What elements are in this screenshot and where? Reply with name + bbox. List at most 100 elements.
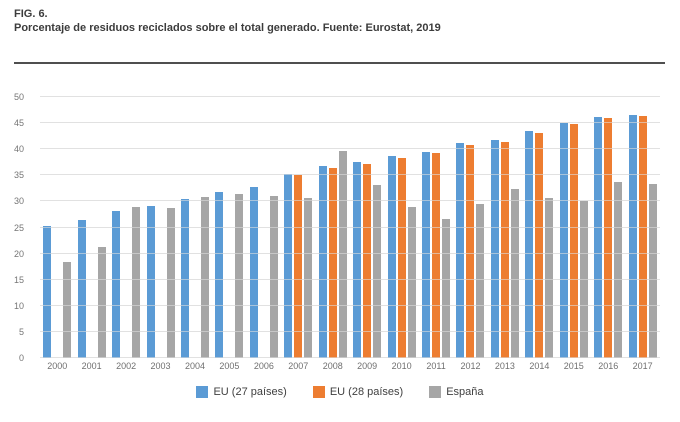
bar-eu27-2001[interactable]	[77, 220, 86, 358]
legend-item-eu28: EU (28 países)	[312, 386, 403, 398]
bar-group-2011	[419, 97, 453, 358]
bar-eu28-2007[interactable]	[294, 175, 303, 358]
x-axis-tick-label: 2004	[184, 361, 205, 371]
title-separator	[14, 62, 665, 64]
bar-slot	[604, 97, 613, 358]
bar-espana-2004[interactable]	[200, 197, 209, 358]
bar-espana-2005[interactable]	[235, 194, 244, 358]
bar-slot	[648, 97, 657, 358]
bar-espana-2009[interactable]	[373, 184, 382, 358]
bar-slot	[132, 97, 141, 358]
bar-eu27-2011[interactable]	[422, 151, 431, 358]
bar-eu27-2000[interactable]	[43, 226, 52, 358]
bar-espana-2014[interactable]	[545, 197, 554, 358]
bar-eu27-2012[interactable]	[456, 143, 465, 358]
bar-slot	[180, 97, 189, 358]
bar-slot	[628, 97, 637, 358]
x-axis-tick-label: 2011	[426, 361, 446, 371]
bar-eu27-2006[interactable]	[249, 186, 258, 358]
bar-slot	[146, 97, 155, 358]
bar-eu28-2009[interactable]	[363, 163, 372, 358]
bar-espana-2007[interactable]	[304, 197, 313, 358]
plot-area	[40, 96, 660, 358]
bar-slot	[373, 97, 382, 358]
bar-eu27-2014[interactable]	[525, 130, 534, 358]
x-axis-tick-label: 2014	[529, 361, 550, 371]
y-axis: 0 5 10 15 20 25 30 35 40 45 50	[0, 92, 30, 363]
bar-espana-2006[interactable]	[269, 195, 278, 358]
bar-espana-2012[interactable]	[476, 204, 485, 358]
bar-espana-2003[interactable]	[166, 208, 175, 358]
bar-slot	[456, 97, 465, 358]
bar-eu28-2017[interactable]	[638, 116, 647, 358]
bar-eu28-2012[interactable]	[466, 144, 475, 358]
bar-slot	[269, 97, 278, 358]
bar-slot	[638, 97, 647, 358]
x-axis-tick-label: 2002	[116, 361, 137, 371]
bar-groups	[40, 97, 660, 358]
bar-eu27-2016[interactable]	[594, 117, 603, 358]
x-axis-tick-label: 2000	[47, 361, 68, 371]
x-axis-tick-label: 2012	[460, 361, 481, 371]
bar-eu27-2009[interactable]	[353, 162, 362, 358]
bar-espana-2010[interactable]	[407, 206, 416, 358]
bar-eu28-2015[interactable]	[569, 124, 578, 358]
bar-group-2001	[74, 97, 108, 358]
legend: EU (27 países) EU (28 países) España	[0, 386, 680, 398]
bar-group-2003	[143, 97, 177, 358]
x-axis-tick-label: 2003	[150, 361, 171, 371]
bar-group-2000	[40, 97, 74, 358]
bar-eu27-2010[interactable]	[387, 156, 396, 358]
empty-bar-slot	[53, 97, 61, 358]
bar-eu28-2013[interactable]	[500, 141, 509, 358]
bar-espana-2008[interactable]	[338, 150, 347, 358]
figure-title: Porcentaje de residuos reciclados sobre …	[14, 22, 441, 34]
bar-slot	[490, 97, 499, 358]
x-axis-tick-label: 2016	[598, 361, 619, 371]
bar-espana-2011[interactable]	[442, 218, 451, 358]
bar-espana-2001[interactable]	[97, 246, 106, 358]
bar-slot	[579, 97, 588, 358]
bar-eu28-2010[interactable]	[397, 157, 406, 358]
y-axis-tick-label: 15	[13, 274, 24, 285]
y-axis-tick-label: 5	[18, 326, 24, 337]
bar-eu27-2002[interactable]	[112, 210, 121, 358]
bar-group-2010	[384, 97, 418, 358]
bar-eu28-2008[interactable]	[328, 168, 337, 358]
bar-espana-2017[interactable]	[648, 183, 657, 358]
y-axis-tick-label: 0	[18, 353, 24, 363]
bar-eu27-2008[interactable]	[318, 166, 327, 358]
bar-espana-2000[interactable]	[63, 262, 72, 358]
bar-slot	[318, 97, 327, 358]
bar-eu27-2013[interactable]	[490, 140, 499, 358]
x-axis-tick-label: 2007	[288, 361, 309, 371]
empty-bar-slot	[191, 97, 199, 358]
bar-eu28-2011[interactable]	[432, 152, 441, 358]
bar-slot	[353, 97, 362, 358]
bar-eu28-2016[interactable]	[604, 118, 613, 358]
bar-group-2009	[350, 97, 384, 358]
bar-espana-2002[interactable]	[132, 206, 141, 358]
bar-eu27-2004[interactable]	[180, 198, 189, 358]
bar-slot	[294, 97, 303, 358]
bar-eu27-2003[interactable]	[146, 206, 155, 358]
bar-slot	[363, 97, 372, 358]
bar-eu27-2017[interactable]	[628, 115, 637, 358]
bar-eu27-2015[interactable]	[559, 123, 568, 358]
y-axis-tick-label: 30	[13, 196, 24, 207]
y-axis-tick-label: 25	[13, 222, 24, 233]
bar-eu28-2014[interactable]	[535, 132, 544, 358]
bar-slot	[112, 97, 121, 358]
bar-eu27-2005[interactable]	[215, 192, 224, 358]
bar-espana-2016[interactable]	[614, 181, 623, 358]
bar-slot	[500, 97, 509, 358]
bar-group-2005	[212, 97, 246, 358]
bar-slot	[63, 97, 72, 358]
legend-item-espana: España	[429, 386, 484, 398]
y-axis-tick-label: 20	[13, 248, 24, 259]
bar-group-2007	[281, 97, 315, 358]
bar-espana-2013[interactable]	[510, 188, 519, 358]
bar-espana-2015[interactable]	[579, 200, 588, 358]
bar-eu27-2007[interactable]	[284, 174, 293, 358]
bar-slot	[215, 97, 224, 358]
